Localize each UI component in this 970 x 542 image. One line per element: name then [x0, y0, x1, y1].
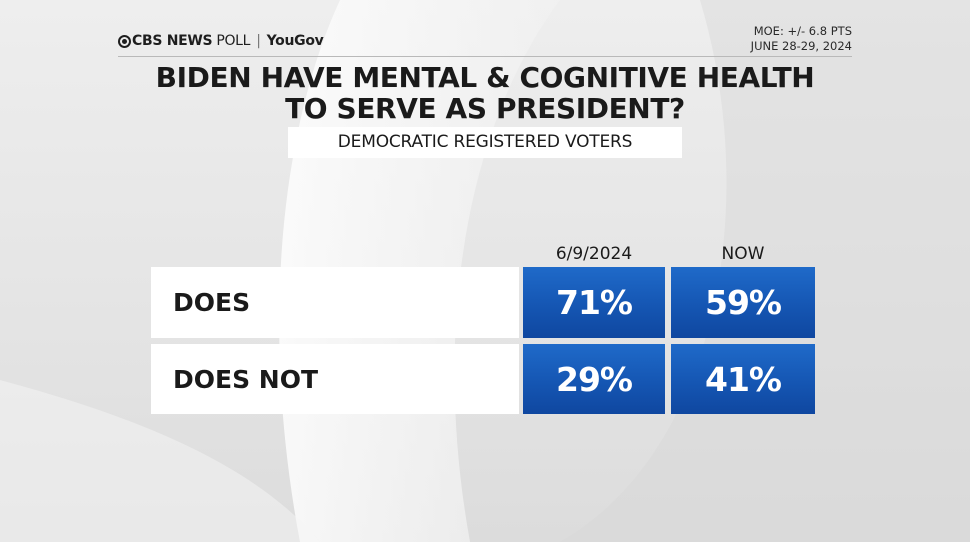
value-cell-does-now: 59% [671, 267, 815, 338]
row-label-does: DOES [151, 267, 519, 338]
network-name: CBS NEWS [132, 33, 213, 49]
partner-name: YouGov [266, 33, 324, 49]
chart-title: BIDEN HAVE MENTAL & COGNITIVE HEALTH TO … [60, 62, 910, 124]
poll-dates: JUNE 28-29, 2024 [750, 39, 852, 53]
poll-label: POLL [216, 33, 251, 49]
branding: CBS NEWS POLL | YouGov [118, 33, 324, 49]
brand-separator: | [256, 33, 261, 49]
column-header-previous: 6/9/2024 [555, 244, 633, 264]
cbs-eye-logo-icon [118, 34, 131, 48]
title-line-2: TO SERVE AS PRESIDENT? [285, 92, 685, 125]
poll-meta: MOE: +/- 6.8 PTS JUNE 28-29, 2024 [751, 24, 852, 54]
title-line-1: BIDEN HAVE MENTAL & COGNITIVE HEALTH [155, 61, 815, 94]
row-label-does-not: DOES NOT [151, 344, 519, 414]
margin-of-error: MOE: +/- 6.8 PTS [753, 24, 852, 38]
value-cell-does-not-previous: 29% [523, 344, 665, 414]
value-cell-does-previous: 71% [523, 267, 665, 338]
chart-subtitle: DEMOCRATIC REGISTERED VOTERS [288, 127, 682, 158]
value-cell-does-not-now: 41% [671, 344, 815, 414]
column-header-now: NOW [721, 244, 765, 264]
header-divider [118, 56, 852, 57]
